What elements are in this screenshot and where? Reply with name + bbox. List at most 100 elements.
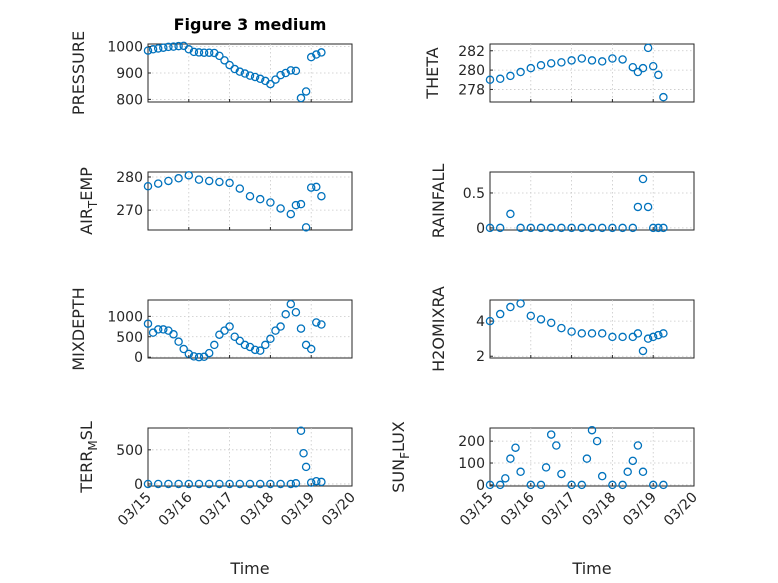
data-point-sun-flux — [623, 467, 632, 477]
data-point-theta — [648, 61, 658, 71]
data-point-mixdepth — [271, 326, 280, 335]
y-tick-label: 270 — [116, 203, 143, 219]
y-tick-label: 282 — [458, 44, 485, 60]
y-axis-label-pressure: PRESSURE — [69, 31, 88, 115]
data-point-terr-msl — [143, 479, 153, 489]
data-point-rainfall — [506, 209, 515, 219]
data-point-h2omixra — [654, 330, 663, 340]
data-point-terr-msl — [296, 426, 306, 435]
data-point-h2omixra — [495, 309, 505, 319]
data-point-air-temp — [204, 176, 214, 186]
data-point-pressure — [306, 52, 316, 62]
data-point-h2omixra — [536, 315, 546, 324]
data-point-rainfall — [608, 223, 617, 233]
panel-mixdepth-frame — [147, 299, 353, 359]
y-tick-label: 278 — [458, 82, 485, 98]
data-point-theta — [618, 55, 627, 64]
data-point-mixdepth — [225, 322, 234, 331]
data-point-pressure — [194, 48, 204, 57]
data-point-h2omixra — [587, 329, 597, 338]
y-tick-label: 800 — [116, 92, 143, 108]
data-point-terr-msl — [291, 479, 301, 488]
data-point-mixdepth — [230, 332, 239, 342]
panel-h2omixra-frame — [489, 299, 695, 359]
data-point-theta — [587, 56, 597, 65]
data-point-rainfall — [546, 223, 556, 233]
y-tick-label: 0 — [476, 478, 485, 494]
x-tick-label: 03/18 — [237, 490, 277, 530]
data-point-sun-flux — [587, 425, 597, 435]
data-point-pressure — [276, 70, 285, 80]
data-point-mixdepth — [312, 318, 321, 327]
y-tick-label: 1000 — [107, 40, 143, 56]
chart-title: Figure 3 medium — [174, 15, 327, 34]
y-tick-label: 0 — [134, 477, 143, 493]
data-point-air-temp — [174, 174, 183, 183]
data-point-mixdepth — [235, 336, 245, 346]
data-point-rainfall — [485, 223, 495, 233]
data-point-terr-msl — [204, 479, 214, 489]
data-point-mixdepth — [189, 352, 199, 361]
data-point-mixdepth — [143, 319, 153, 328]
data-point-mixdepth — [276, 322, 285, 331]
data-point-mixdepth — [210, 340, 219, 350]
x-tick-label: 03/19 — [278, 490, 318, 530]
data-point-pressure — [235, 67, 245, 76]
data-point-pressure — [184, 45, 194, 54]
data-point-air-temp — [255, 194, 265, 204]
data-point-pressure — [204, 48, 214, 57]
data-point-rainfall — [618, 223, 627, 233]
data-point-pressure — [148, 45, 158, 54]
y-tick-label: 0 — [476, 221, 485, 237]
data-point-pressure — [317, 48, 326, 57]
data-point-h2omixra — [608, 332, 617, 342]
y-axis-label-theta: THETA — [423, 47, 442, 99]
y-tick-label: 200 — [458, 434, 485, 450]
x-axis-label-right: Time — [571, 559, 611, 578]
data-point-terr-msl — [225, 479, 234, 489]
data-point-pressure — [240, 69, 250, 78]
data-point-air-temp — [225, 178, 234, 188]
data-point-pressure — [281, 68, 290, 78]
panel-rainfall-frame — [489, 171, 695, 231]
data-point-rainfall — [495, 223, 505, 233]
data-point-h2omixra — [643, 334, 653, 343]
data-point-terr-msl — [312, 476, 321, 486]
data-point-rainfall — [638, 174, 648, 184]
data-point-h2omixra — [633, 329, 643, 338]
data-point-mixdepth — [281, 310, 290, 319]
data-point-terr-msl — [266, 479, 275, 489]
data-point-air-temp — [245, 191, 255, 201]
data-point-mixdepth — [179, 344, 188, 354]
data-point-h2omixra — [618, 332, 627, 342]
data-point-rainfall — [659, 223, 668, 233]
data-point-terr-msl — [235, 479, 245, 489]
y-tick-label: 500 — [116, 330, 143, 346]
data-point-sun-flux — [557, 469, 566, 479]
data-point-sun-flux — [582, 454, 592, 463]
data-point-theta — [506, 71, 515, 81]
x-tick-label: 03/16 — [498, 489, 538, 529]
data-point-pressure — [220, 56, 229, 65]
x-tick-label: 03/20 — [319, 490, 359, 530]
panel-air-temp-frame — [147, 171, 353, 231]
data-point-terr-msl — [194, 479, 204, 489]
data-point-mixdepth — [153, 325, 163, 334]
data-point-sun-flux — [485, 480, 495, 490]
data-point-pressure — [250, 72, 260, 82]
data-point-terr-msl — [153, 479, 163, 489]
data-point-terr-msl — [164, 479, 173, 489]
y-axis-label-rainfall: RAINFALL — [429, 164, 448, 239]
data-point-terr-msl — [184, 479, 194, 489]
data-point-rainfall — [567, 223, 576, 233]
y-tick-label: 280 — [116, 170, 143, 186]
data-point-air-temp — [286, 209, 296, 219]
data-point-terr-msl — [301, 462, 311, 472]
data-point-air-temp — [184, 171, 194, 180]
y-tick-label: 1000 — [107, 309, 143, 325]
data-point-theta — [495, 74, 505, 84]
data-point-sun-flux — [506, 454, 515, 463]
data-point-h2omixra — [659, 329, 668, 338]
panel-terr-msl-frame — [147, 427, 353, 487]
